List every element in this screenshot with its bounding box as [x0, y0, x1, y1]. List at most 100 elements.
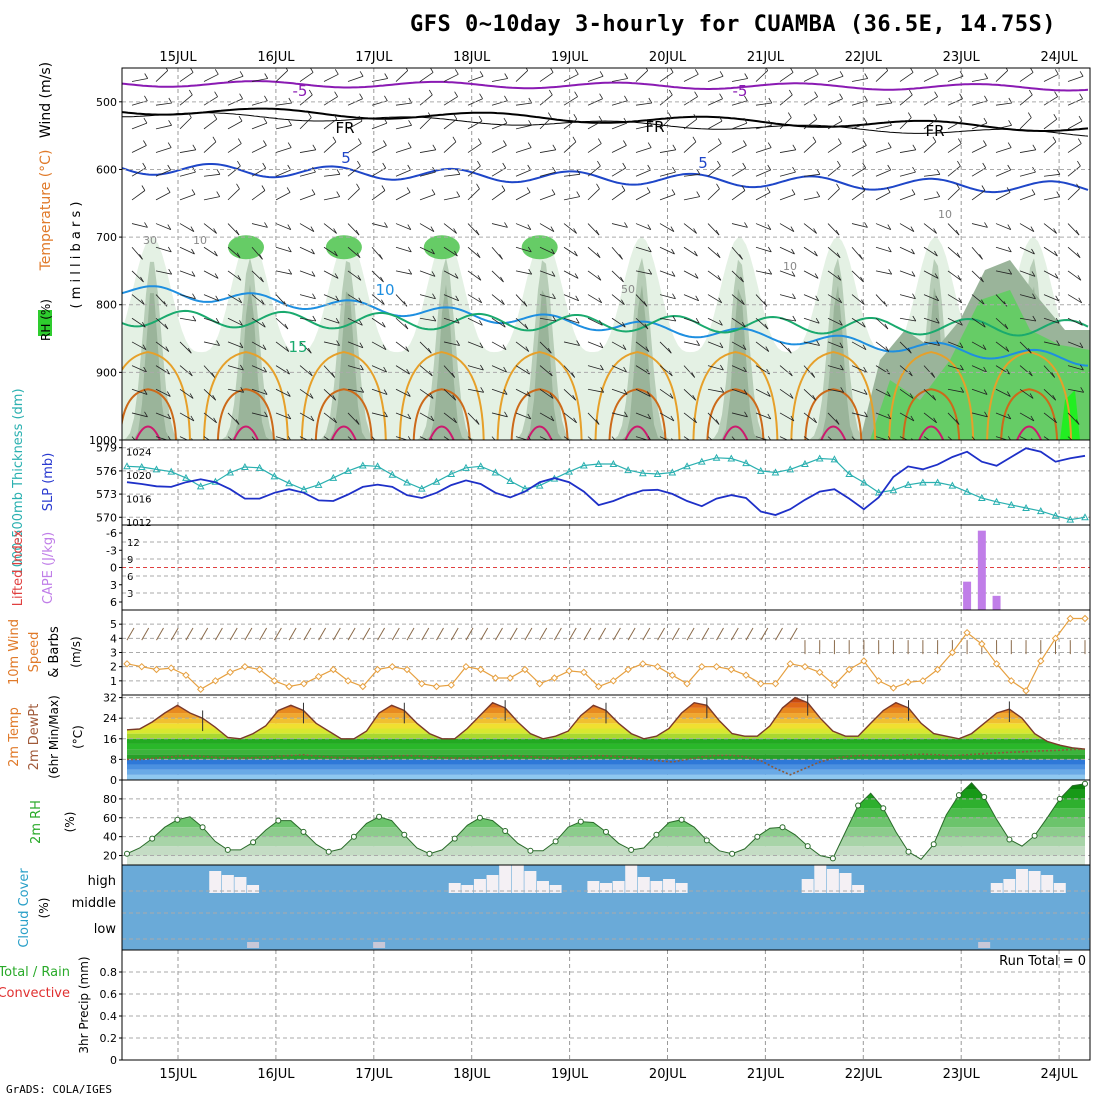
wind-barb	[179, 294, 196, 300]
wind-barb	[131, 412, 148, 418]
thickness-point	[653, 469, 662, 477]
rh-point	[250, 839, 257, 846]
wind-barb	[851, 317, 866, 328]
wind-barb-flag	[407, 246, 412, 253]
wind-barb	[1067, 412, 1080, 425]
wind-barb-flag	[358, 297, 363, 304]
wind-barb-flag	[956, 252, 961, 258]
date-label-top: 19JUL	[551, 50, 589, 65]
wind-barb	[611, 246, 623, 260]
wind-barb-flag	[911, 271, 916, 277]
wind-barb	[563, 141, 577, 153]
wind-speed-point	[742, 671, 750, 679]
thickness-point	[594, 459, 603, 467]
wind-barb	[683, 412, 697, 424]
pressure-tick: 600	[96, 163, 117, 176]
wind-barb-flag	[864, 222, 868, 228]
cloud-bar-high	[221, 875, 234, 893]
precip-tick: 0.6	[100, 988, 118, 1001]
wind-barb-flag	[356, 252, 361, 258]
wind-barb	[443, 412, 457, 424]
wind-barb-flag	[959, 320, 963, 326]
wind-barb-flag	[141, 185, 146, 191]
ylabel-minmax: (6hr Min/Max)	[47, 695, 61, 779]
wind-barb-flag	[907, 347, 912, 354]
wind-barb-flag	[693, 417, 697, 424]
wind-barb	[683, 141, 697, 153]
wind-barb	[371, 388, 388, 395]
wind-barb	[155, 436, 169, 440]
cloud-bar-high	[511, 865, 524, 893]
wind-barb	[467, 270, 482, 281]
thickness-point	[344, 466, 352, 474]
wind-barb-flag	[381, 321, 386, 328]
wind-barb	[131, 145, 147, 153]
wind-barb-flag	[237, 442, 240, 447]
wind-barb-10m	[303, 627, 312, 641]
wind-barb-flag	[451, 372, 456, 378]
temp-tick: 16	[103, 733, 117, 746]
wind-speed-point	[447, 681, 455, 689]
wind-barb-flag	[549, 393, 554, 399]
wind-barb	[419, 149, 436, 153]
wind-barb	[1067, 365, 1084, 371]
thickness-point	[447, 469, 456, 477]
temp-band	[127, 774, 1085, 780]
wind-barb	[395, 223, 411, 230]
wind-barb-flag	[1007, 164, 1012, 171]
wind-barb	[875, 147, 892, 153]
wind-barb-flag	[644, 323, 649, 330]
wind-barb	[731, 341, 747, 351]
wind-barb-flag	[788, 89, 793, 96]
wind-barb	[611, 270, 624, 283]
wind-barb-flag	[456, 191, 461, 197]
wind-barb	[803, 294, 819, 302]
wind-barb-flag	[288, 268, 293, 275]
wind-barb	[251, 341, 267, 351]
wind-barb-flag	[694, 440, 697, 445]
wind-barb-flag	[264, 73, 269, 79]
wind-barb-flag	[837, 442, 840, 447]
cloud-bar-high	[209, 871, 222, 893]
wind-barb-flag	[408, 268, 413, 275]
temp-contour-30	[624, 425, 651, 440]
wind-barb	[827, 165, 841, 177]
wind-barb-flag	[501, 185, 506, 191]
wind-barb	[563, 223, 577, 234]
wind-barb	[203, 141, 217, 153]
rh-band	[127, 798, 1085, 809]
wind-barb	[443, 96, 458, 106]
lifted-index-tick: 3	[110, 579, 117, 592]
series-line-thickness	[126, 457, 1086, 521]
wind-barb	[683, 341, 700, 346]
wind-barb-flag	[597, 160, 601, 167]
wind-barb-flag	[888, 97, 893, 104]
wind-barb	[419, 365, 433, 377]
wind-barb-flag	[863, 366, 867, 373]
wind-barb-flag	[575, 317, 580, 324]
wind-barb-flag	[192, 293, 196, 299]
wind-barb-flag	[599, 71, 604, 77]
wind-barb-flag	[502, 162, 507, 169]
date-label-top: 18JUL	[453, 50, 491, 65]
wind-barb	[203, 73, 219, 82]
wind-barb	[971, 78, 988, 82]
wind-barb	[923, 412, 937, 424]
wind-barb-flag	[335, 295, 340, 302]
wind-barb	[155, 124, 172, 130]
wind-barb-flag	[744, 411, 748, 418]
wind-barb-flag	[764, 323, 769, 330]
wind-barb	[179, 72, 194, 82]
wind-barb	[251, 223, 268, 228]
wind-barb	[995, 436, 1009, 440]
wind-speed-point	[314, 672, 323, 681]
wind-barb	[179, 94, 193, 106]
wind-barb	[1043, 96, 1058, 106]
wind-barb-flag	[382, 344, 387, 350]
wind-barb	[299, 117, 312, 130]
wind-barb-flag	[960, 387, 965, 393]
rh-point	[426, 850, 433, 857]
wind-barb-flag	[648, 268, 653, 275]
wind-barb-flag	[453, 113, 458, 120]
wind-barb-flag	[1076, 183, 1080, 190]
